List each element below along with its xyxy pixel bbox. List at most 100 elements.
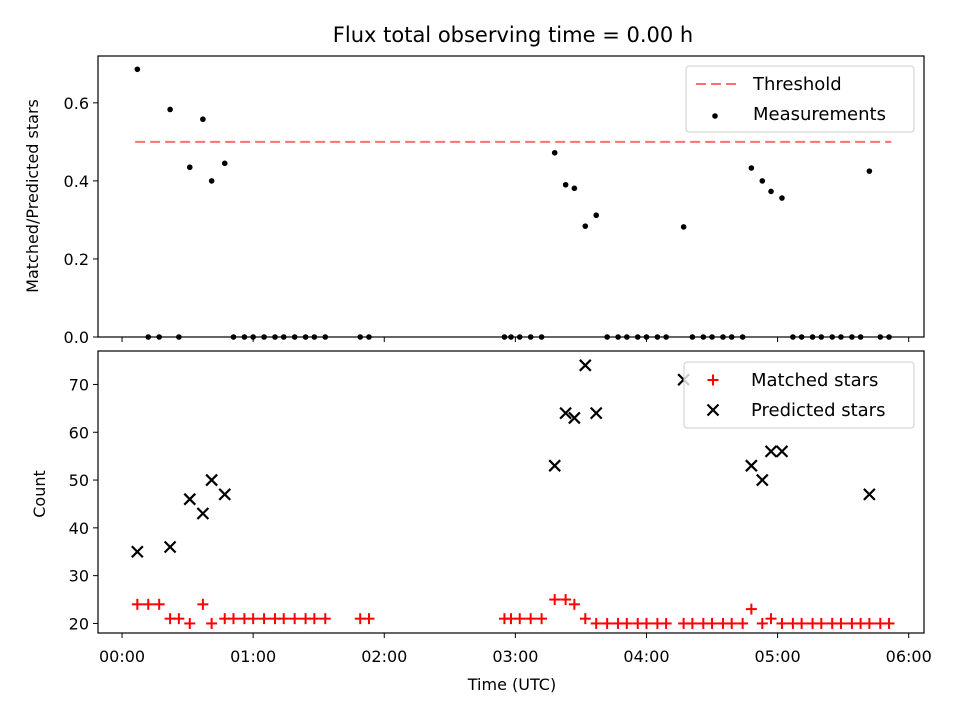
legend-x-marker [706, 403, 720, 417]
matched-star-point [173, 613, 185, 625]
matched-star-point [227, 613, 239, 625]
bottom-x-tick-label: 06:00 [886, 647, 932, 666]
bottom-x-tick-label: 04:00 [623, 647, 669, 666]
bottom-x-tick-label: 00:00 [99, 647, 145, 666]
x-marker-b [131, 545, 144, 559]
matched-star-point [737, 617, 749, 629]
measurement-point [818, 334, 825, 340]
measurement-point [779, 195, 785, 201]
measurement-point [849, 334, 855, 340]
matched-star-point [536, 613, 548, 625]
measurement-point [208, 178, 215, 184]
x-marker-b [568, 411, 581, 425]
measurement-point [809, 334, 816, 340]
measurement-point [527, 334, 534, 340]
matched-star-point [247, 613, 259, 625]
predicted-star-point [163, 540, 177, 554]
x-marker-b [775, 445, 789, 458]
measurement-point [176, 334, 182, 340]
measurement-point [221, 160, 228, 167]
x-marker-b [205, 473, 218, 487]
matched-star-point [363, 613, 375, 625]
measurement-point [759, 178, 766, 184]
matched-star-point [863, 617, 875, 629]
predicted-star-point [196, 507, 210, 520]
measurement-point [291, 334, 298, 340]
predicted-stars-points [131, 359, 876, 559]
top-axes: Matched/Predicted stars 0.0 0.2 0.4 0.6 Thr… [23, 55, 925, 347]
matched-star-point [319, 613, 331, 625]
bottom-x-tick-label: 02:00 [361, 647, 407, 666]
measurement-point [156, 334, 162, 340]
measurement-point [624, 334, 630, 340]
x-marker-b [589, 406, 603, 420]
legend-measurements-swatch [712, 113, 718, 119]
top-y-tick-label: 0.6 [64, 94, 89, 113]
x-marker-b [548, 459, 561, 472]
measurement-point [230, 334, 237, 340]
measurement-point [829, 334, 836, 340]
bottom-legend: Matched stars Predicted stars [683, 361, 915, 429]
measurement-point [728, 334, 735, 340]
matched-star-point [258, 613, 270, 625]
matched-star-point [776, 617, 788, 629]
matched-star-point [815, 617, 827, 629]
matched-star-point [590, 617, 602, 629]
measurement-point [571, 185, 578, 192]
measurement-point [790, 334, 796, 340]
matched-star-point [796, 617, 808, 629]
legend-matched-swatch [707, 374, 719, 386]
measurement-point [689, 334, 696, 340]
matched-star-point [756, 617, 768, 629]
matched-star-point [278, 613, 290, 625]
measurement-point [200, 116, 206, 123]
x-marker-b [183, 492, 197, 506]
bottom-y-tick-label: 30 [69, 567, 89, 586]
top-y-axis-label: Matched/Predicted stars [23, 99, 42, 293]
measurement-point [709, 334, 715, 340]
matched-star-point [525, 613, 537, 625]
predicted-star-point [183, 492, 197, 506]
matched-star-point [640, 617, 652, 629]
matched-star-point [308, 613, 320, 625]
bottom-y-tick-label: 60 [69, 423, 89, 442]
figure-title: Flux total observing time = 0.00 h [333, 23, 693, 47]
measurement-point [357, 334, 364, 340]
matched-star-point [514, 613, 526, 625]
measurement-point [700, 334, 707, 340]
bottom-x-tick-label: 05:00 [755, 647, 801, 666]
matched-star-point [197, 598, 209, 610]
matched-star-point [184, 617, 196, 629]
bottom-legend-box [683, 361, 915, 429]
matched-star-point [621, 617, 633, 629]
measurement-point [838, 334, 844, 340]
matched-star-point [549, 594, 561, 606]
measurement-point [768, 188, 774, 195]
measurement-point [250, 334, 256, 340]
top-y-tick-label: 0.2 [64, 250, 89, 269]
matched-star-point [745, 603, 757, 615]
bottom-axes: Count Time (UTC) 20 30 40 50 60 70 00:00 01:00… [30, 350, 932, 694]
x-marker-b [764, 445, 778, 458]
measurement-point [261, 334, 267, 340]
x-marker-b [163, 540, 177, 554]
matched-star-point [206, 617, 218, 629]
measurement-point [167, 106, 173, 113]
predicted-star-point [756, 473, 769, 487]
x-marker-b [579, 359, 592, 372]
measurement-point [680, 224, 687, 230]
x-marker-b [218, 488, 232, 501]
matched-star-point [835, 617, 847, 629]
predicted-star-point [568, 411, 581, 425]
measurement-point [241, 334, 248, 340]
bottom-plot-frame [97, 350, 925, 634]
measurement-point [551, 149, 558, 156]
predicted-star-point [205, 473, 218, 487]
legend-plus-marker [707, 374, 719, 386]
predicted-star-point [559, 406, 572, 420]
measurement-point [654, 334, 661, 340]
bottom-x-tick-label: 01:00 [230, 647, 276, 666]
measurement-point [186, 164, 193, 171]
measurement-point [501, 334, 508, 340]
matched-star-point [883, 617, 895, 629]
